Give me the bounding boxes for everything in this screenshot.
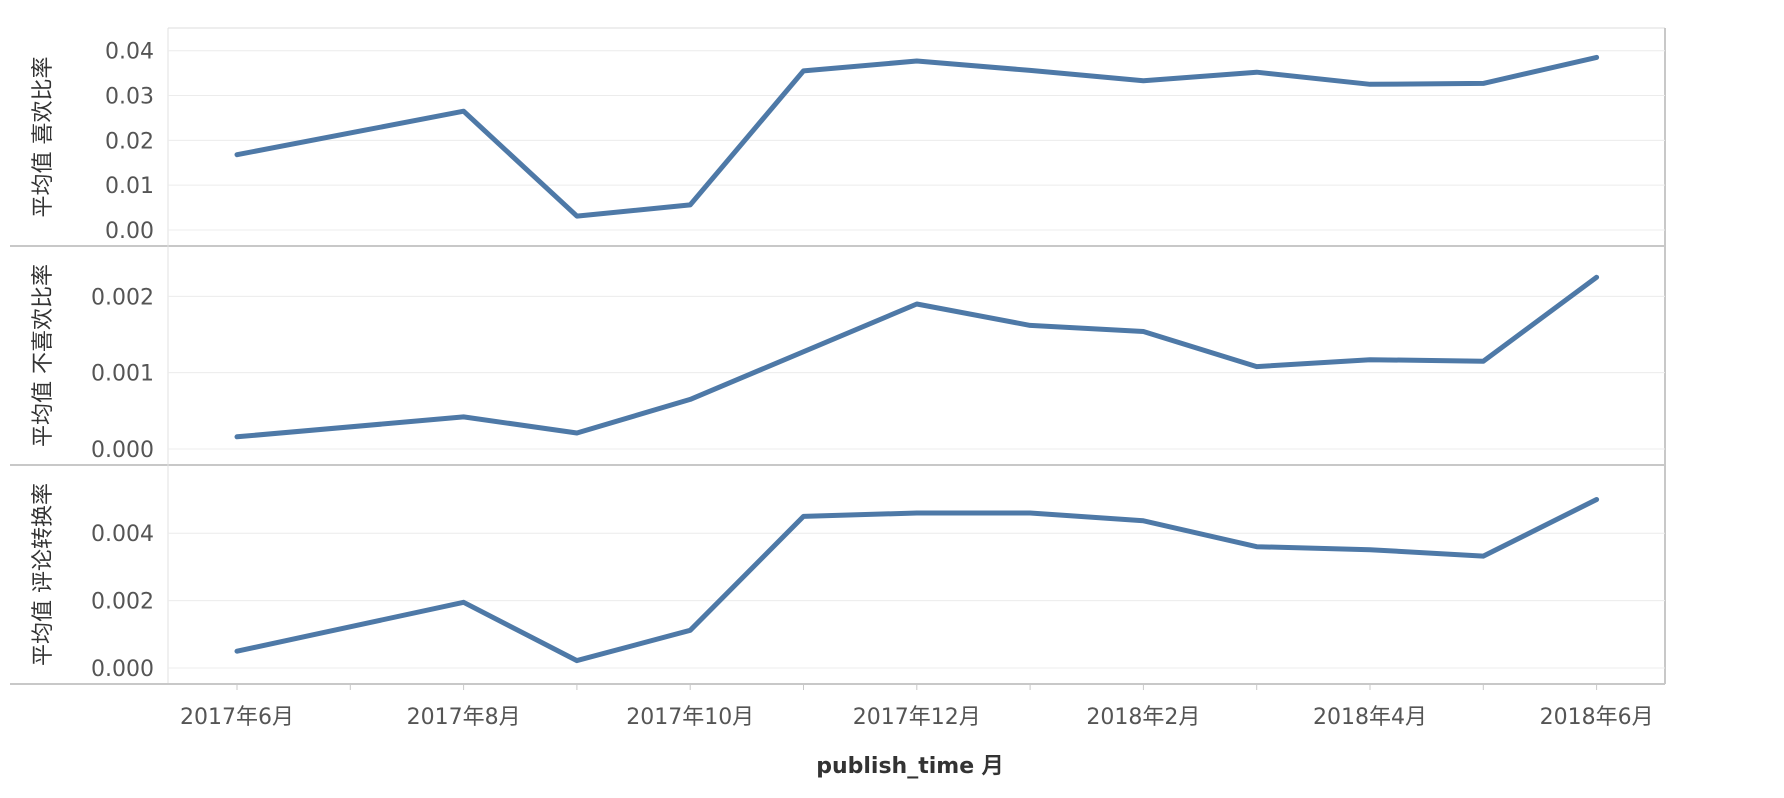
x-tick-label: 2018年6月 bbox=[1540, 705, 1654, 730]
panel-2: 0.000 0.001 0.002 平均值 不喜欢比率 bbox=[31, 264, 1665, 463]
y-tick-label: 0.04 bbox=[105, 40, 154, 65]
y-tick-label: 0.002 bbox=[91, 285, 154, 310]
y-tick-label: 0.001 bbox=[91, 362, 154, 387]
x-tick-label: 2017年12月 bbox=[853, 705, 981, 730]
y-tick-label: 0.00 bbox=[105, 219, 154, 244]
series-line bbox=[234, 274, 1600, 440]
x-tick-label: 2017年10月 bbox=[626, 705, 754, 730]
y-axis-title: 平均值 喜欢比率 bbox=[31, 57, 56, 218]
y-tick-label: 0.02 bbox=[105, 129, 154, 154]
y-tick-label: 0.002 bbox=[91, 590, 154, 615]
y-axis-title: 平均值 不喜欢比率 bbox=[31, 264, 56, 447]
x-tick-label: 2018年2月 bbox=[1086, 705, 1200, 730]
x-tick-label: 2017年8月 bbox=[407, 705, 521, 730]
y-tick-label: 0.000 bbox=[91, 438, 154, 463]
chart-frame bbox=[10, 27, 1666, 685]
x-axis: 2017年6月 2017年8月 2017年10月 2017年12月 2018年2月 201… bbox=[180, 684, 1654, 730]
series-line bbox=[234, 54, 1600, 219]
y-tick-label: 0.01 bbox=[105, 174, 154, 199]
y-axis-title: 平均值 评论转换率 bbox=[31, 483, 56, 666]
y-tick-label: 0.000 bbox=[91, 657, 154, 682]
y-tick-label: 0.004 bbox=[91, 522, 154, 547]
series-line bbox=[234, 497, 1600, 664]
x-axis-title: publish_time 月 bbox=[816, 754, 1004, 779]
x-tick-label: 2017年6月 bbox=[180, 705, 294, 730]
y-tick-label: 0.03 bbox=[105, 85, 154, 110]
panel-1: 0.00 0.01 0.02 0.03 0.04 平均值 喜欢比率 bbox=[31, 40, 1665, 244]
panel-3: 0.000 0.002 0.004 平均值 评论转换率 bbox=[31, 483, 1665, 682]
x-tick-label: 2018年4月 bbox=[1313, 705, 1427, 730]
